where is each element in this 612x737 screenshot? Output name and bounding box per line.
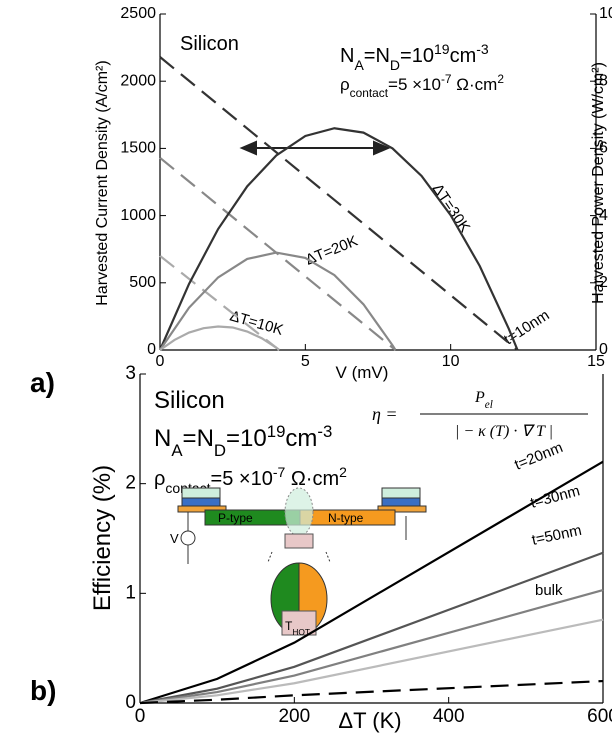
doping-label: NA=ND=1019cm-3: [340, 41, 489, 73]
text-part: 19: [434, 41, 450, 57]
text-part: -3: [317, 422, 332, 441]
text-part: =5 ×10: [388, 75, 441, 94]
text-part: Ω·cm: [452, 75, 498, 94]
text-part: ρ: [340, 75, 350, 94]
y-tick-label: 2500: [120, 5, 156, 22]
doping-label: NA=ND=1019cm-3: [154, 422, 332, 460]
y2-tick-label: 4: [599, 207, 608, 224]
x-tick-label: 15: [587, 353, 605, 370]
text-part: -7: [273, 464, 286, 480]
y-tick-label: 0: [125, 692, 136, 713]
curve-label: ΔT=30K: [429, 181, 474, 236]
text-part: A: [354, 57, 364, 73]
text-part: D: [390, 57, 400, 73]
y2-tick-label: 0: [599, 341, 608, 358]
y-tick-label: 3: [125, 363, 136, 384]
x-axis-label: V (mV): [336, 363, 389, 382]
data-line: [159, 251, 397, 351]
data-line: [159, 56, 519, 351]
text-part: Ω·cm: [285, 468, 339, 490]
inset-label: N-type: [328, 511, 364, 525]
y-tick-label: 500: [129, 274, 156, 291]
inset-label: P-type: [218, 511, 253, 525]
x-tick-label: 600: [587, 706, 612, 727]
panel-label: b): [30, 675, 56, 706]
direction-arrow: [239, 140, 391, 156]
curve-label: ΔT=20K: [303, 232, 360, 268]
y2-tick-label: 2: [599, 274, 608, 291]
y2-tick-label: 10: [599, 5, 612, 22]
inset-label: THOT: [285, 619, 310, 637]
y2-axis-label: Harvested Power Density (W/cm²): [590, 62, 607, 304]
x-tick-label: 0: [135, 706, 146, 727]
curve-label: t=30nm: [529, 482, 582, 511]
text-part: N: [340, 45, 354, 67]
material-label: Silicon: [154, 387, 225, 414]
text-part: =N: [364, 45, 390, 67]
y-tick-label: 1000: [120, 207, 156, 224]
text-part: cm: [450, 45, 477, 67]
text-part: T: [285, 619, 293, 633]
data-line: [159, 325, 280, 351]
inset-label: V: [170, 531, 179, 546]
x-tick-label: 400: [433, 706, 465, 727]
equation-lhs: η =: [372, 404, 398, 424]
text-part: A: [171, 441, 183, 460]
y-tick-label: 1: [125, 582, 136, 603]
text-part: 19: [267, 422, 286, 441]
text-part: N: [154, 425, 171, 452]
text-part: 2: [339, 464, 347, 480]
x-tick-label: 200: [278, 706, 310, 727]
text-part: D: [214, 441, 226, 460]
y-tick-label: 2000: [120, 72, 156, 89]
equation: η = Pel | − κ (T) · ∇ T |: [372, 389, 588, 440]
equation-denominator: | − κ (T) · ∇ T |: [455, 423, 553, 440]
x-axis-label: ΔT (K): [338, 708, 401, 733]
data-line: [139, 551, 604, 705]
equation-numerator: Pel: [474, 389, 493, 411]
data-line: [139, 618, 604, 705]
text-part: -7: [441, 72, 452, 86]
panel-label: a): [30, 367, 55, 398]
curve-label: t=50nm: [530, 522, 583, 549]
text-part: HOT: [292, 627, 310, 637]
text-part: ρ: [154, 468, 165, 490]
text-part: =10: [400, 45, 434, 67]
data-line: [159, 255, 280, 351]
data-line: [139, 679, 604, 705]
text-part: contact: [350, 86, 389, 100]
contact-label: ρcontact=5 ×10-7 Ω·cm2: [340, 72, 504, 100]
x-tick-label: 0: [156, 353, 165, 370]
y-tick-label: 0: [147, 341, 156, 358]
text-part: P: [474, 389, 485, 406]
x-tick-label: 10: [442, 353, 460, 370]
material-label: Silicon: [180, 33, 239, 55]
text-part: 2: [497, 72, 504, 86]
y-axis-label: Harvested Current Density (A/cm²): [94, 60, 111, 305]
curve-label: bulk: [535, 582, 563, 599]
text-part: =N: [183, 425, 214, 452]
text-part: =10: [226, 425, 267, 452]
curve-label: ΔT=10K: [228, 308, 285, 339]
y-axis-label: Efficiency (%): [89, 465, 116, 611]
text-part: =5 ×10: [211, 468, 273, 490]
text-part: -3: [476, 41, 489, 57]
x-tick-label: 5: [301, 353, 310, 370]
curve-label: t=20nm: [512, 439, 565, 474]
y2-tick-label: 6: [599, 140, 608, 157]
y-tick-label: 1500: [120, 140, 156, 157]
data-line: [139, 588, 604, 705]
inset-diagram: P-type N-type V THOT: [170, 487, 427, 637]
y2-tick-label: 8: [599, 72, 608, 89]
text-part: cm: [285, 425, 317, 452]
data-line: [158, 127, 519, 351]
text-part: el: [485, 399, 493, 411]
y-tick-label: 2: [125, 473, 136, 494]
data-line: [139, 460, 604, 705]
